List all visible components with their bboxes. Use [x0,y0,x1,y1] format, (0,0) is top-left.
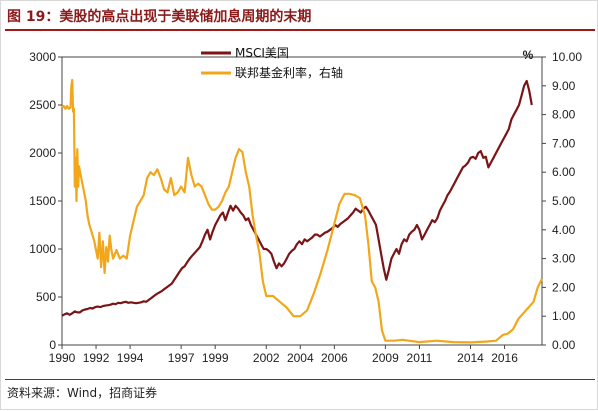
x-axis-tick-label: 2004 [287,351,314,365]
legend-label-fed-rate: 联邦基金利率，右轴 [235,65,343,80]
x-axis-tick-label: 2014 [457,351,484,365]
left-axis-tick-label: 2000 [29,146,56,160]
right-axis-tick-label: 10.00 [552,50,582,64]
x-axis-tick-label: 2016 [491,351,518,365]
left-axis-tick-label: 1500 [29,194,56,208]
title-bar: 图 19：美股的高点出现于美联储加息周期的末期 [1,1,598,29]
left-axis-tick-label: 1000 [29,242,56,256]
left-axis-tick-label: 0 [49,338,56,352]
left-axis-tick-label: 500 [36,290,56,304]
x-axis-tick-label: 2011 [407,351,433,365]
right-axis-tick-label: 5.00 [552,194,576,208]
chart-title: 图 19：美股的高点出现于美联储加息周期的末期 [7,9,312,25]
legend-label-msci: MSCI美国 [235,46,289,60]
right-axis-tick-label: 0.00 [552,338,576,352]
right-axis-tick-label: 8.00 [552,108,576,122]
x-axis-tick-label: 1994 [117,351,144,365]
right-axis-tick-label: 6.00 [552,165,576,179]
left-axis-tick-label: 3000 [29,50,56,64]
right-axis-tick-label: 2.00 [552,280,576,294]
fed-funds-rate-line [61,78,543,344]
x-axis-tick-label: 2009 [372,351,399,365]
right-axis-tick-label: 9.00 [552,79,576,93]
right-axis-tick-label: 3.00 [552,252,576,266]
source-note: 资料来源：Wind，招商证券 [7,386,158,400]
x-axis-tick-label: 1992 [83,351,110,365]
right-axis-tick-label: 1.00 [552,309,576,323]
x-axis-tick-label: 2006 [321,351,348,365]
left-axis-tick-label: 2500 [29,98,56,112]
right-axis-tick-label: 7.00 [552,136,576,150]
right-axis-tick-label: 4.00 [552,223,576,237]
footer-divider [5,379,595,380]
x-axis-tick-label: 2002 [253,351,280,365]
msci-us-line [61,79,533,317]
x-axis-tick-label: 1997 [168,351,195,365]
title-underline [5,29,595,31]
x-axis-tick-label: 1999 [202,351,229,365]
x-axis-tick-label: 1990 [49,351,76,365]
right-axis-unit: % [523,48,534,62]
